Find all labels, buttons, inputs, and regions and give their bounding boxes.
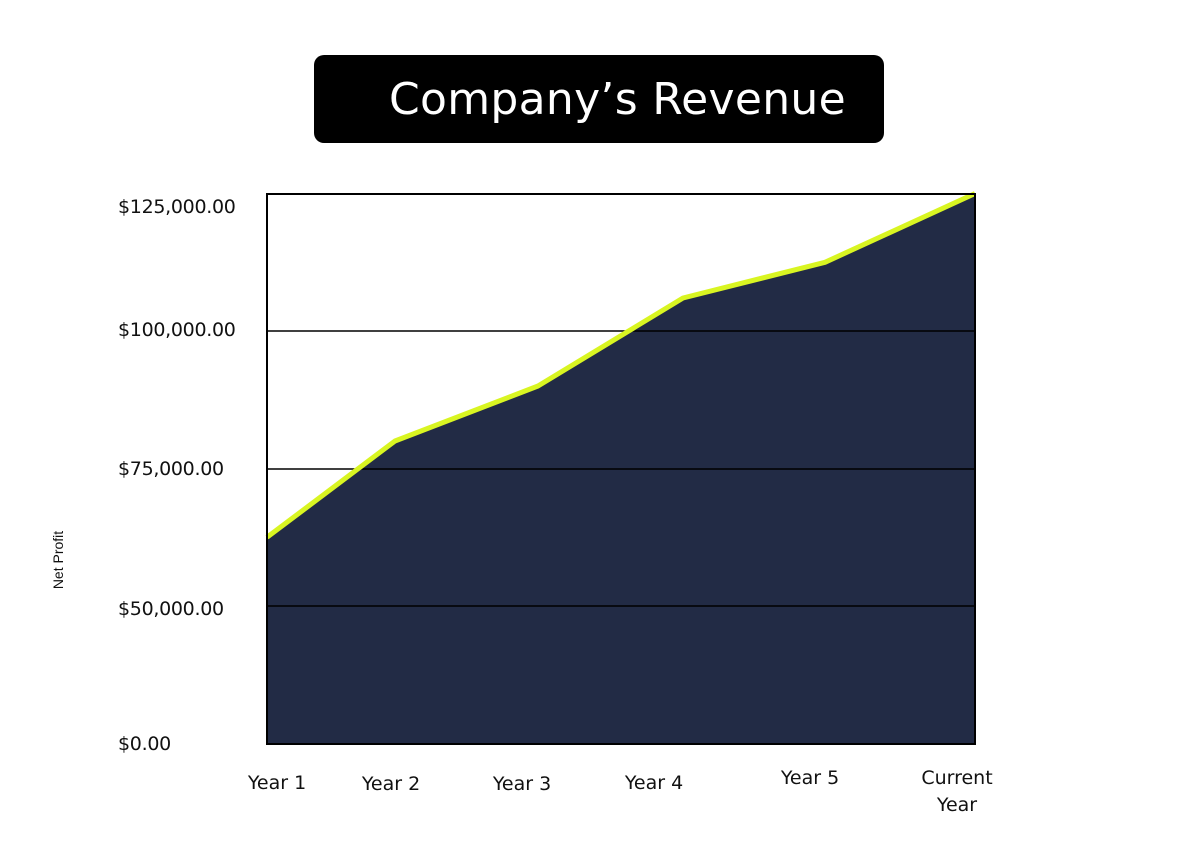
x-tick-year-1: Year 1 [247,772,307,794]
x-tick-year-2: Year 2 [361,773,421,795]
x-tick-year-5: Year 5 [780,767,840,789]
y-tick-100000: $100,000.00 [118,319,236,341]
x-tick-current-year: Current Year [921,767,993,816]
y-tick-125000: $125,000.00 [118,196,236,218]
chart-title-banner: Company’s Revenue [314,55,884,143]
plot-frame [266,193,976,745]
x-tick-year-3: Year 3 [492,773,552,795]
x-tick-year-4: Year 4 [624,772,684,794]
y-tick-50000: $50,000.00 [118,598,224,620]
y-tick-75000: $75,000.00 [118,458,224,480]
y-tick-0: $0.00 [118,733,171,755]
chart-title: Company’s Revenue [389,73,846,125]
revenue-line [265,191,977,540]
